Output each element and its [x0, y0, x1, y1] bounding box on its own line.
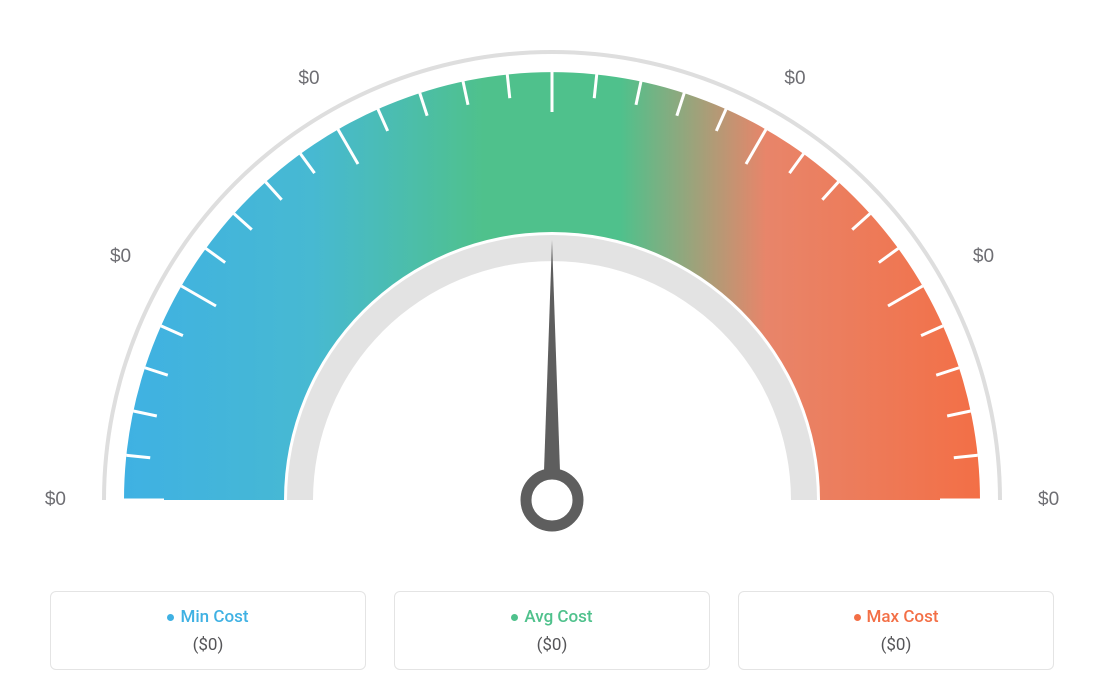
legend-value-min: ($0): [61, 635, 355, 655]
legend-title-avg: Avg Cost: [511, 607, 592, 627]
svg-text:$0: $0: [784, 68, 805, 89]
legend-row: Min Cost ($0) Avg Cost ($0) Max Cost ($0…: [50, 591, 1054, 671]
cost-gauge-chart: $0 $0 $0 $0 $0 $0 $0 Min Cost ($0) Avg Cost ($…: [0, 0, 1104, 690]
svg-text:$0: $0: [110, 246, 131, 267]
legend-value-max: ($0): [749, 635, 1043, 655]
legend-label-avg: Avg Cost: [524, 607, 592, 627]
svg-text:$0: $0: [298, 68, 319, 89]
legend-label-max: Max Cost: [867, 607, 939, 627]
gauge-svg: $0 $0 $0 $0 $0 $0 $0: [42, 20, 1062, 580]
svg-text:$0: $0: [45, 489, 66, 510]
svg-text:$0: $0: [541, 20, 562, 24]
legend-card-max: Max Cost ($0): [738, 591, 1054, 671]
gauge-area: $0 $0 $0 $0 $0 $0 $0: [42, 20, 1062, 580]
legend-dot-min: [167, 614, 174, 621]
legend-title-min: Min Cost: [167, 607, 248, 627]
legend-card-min: Min Cost ($0): [50, 591, 366, 671]
svg-text:$0: $0: [973, 246, 994, 267]
legend-dot-avg: [511, 614, 518, 621]
legend-dot-max: [854, 614, 861, 621]
legend-label-min: Min Cost: [180, 607, 248, 627]
legend-title-max: Max Cost: [854, 607, 939, 627]
legend-card-avg: Avg Cost ($0): [394, 591, 710, 671]
legend-value-avg: ($0): [405, 635, 699, 655]
svg-text:$0: $0: [1038, 489, 1059, 510]
